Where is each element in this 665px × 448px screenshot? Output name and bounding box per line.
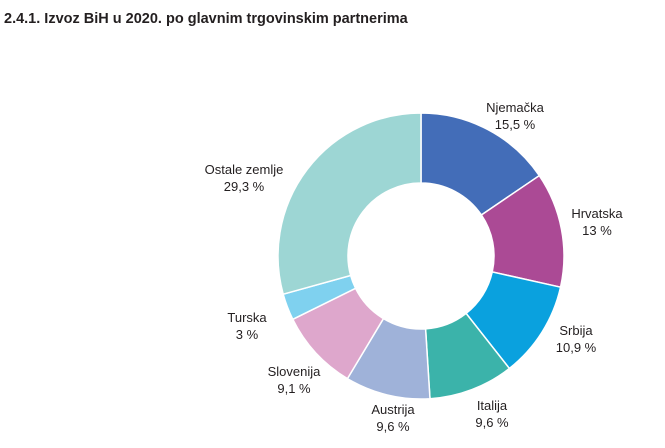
slice-label-hrvatska: Hrvatska bbox=[571, 206, 623, 221]
slice-label-austrija: Austrija bbox=[371, 402, 415, 417]
chart-title: 2.4.1. Izvoz BiH u 2020. po glavnim trgo… bbox=[4, 11, 408, 27]
slice-value-label-austrija: 9,6 % bbox=[376, 419, 410, 434]
slice-label-italija: Italija bbox=[477, 398, 508, 413]
slice-label-turska: Turska bbox=[227, 310, 267, 325]
slice-label-srbija: Srbija bbox=[559, 323, 593, 338]
slice-value-label-njema-ka: 15,5 % bbox=[495, 117, 536, 132]
slice-value-label-hrvatska: 13 % bbox=[582, 223, 612, 238]
slice-value-label-srbija: 10,9 % bbox=[556, 340, 597, 355]
slice-label-ostale-zemlje: Ostale zemlje bbox=[205, 162, 284, 177]
slice-label-njema-ka: Njemačka bbox=[486, 100, 545, 115]
slice-value-label-italija: 9,6 % bbox=[475, 415, 509, 430]
slice-value-label-ostale-zemlje: 29,3 % bbox=[224, 179, 265, 194]
slice-value-label-slovenija: 9,1 % bbox=[277, 381, 311, 396]
slice-label-slovenija: Slovenija bbox=[268, 364, 322, 379]
slice-ostale-zemlje bbox=[277, 112, 422, 296]
slice-value-label-turska: 3 % bbox=[236, 327, 259, 342]
